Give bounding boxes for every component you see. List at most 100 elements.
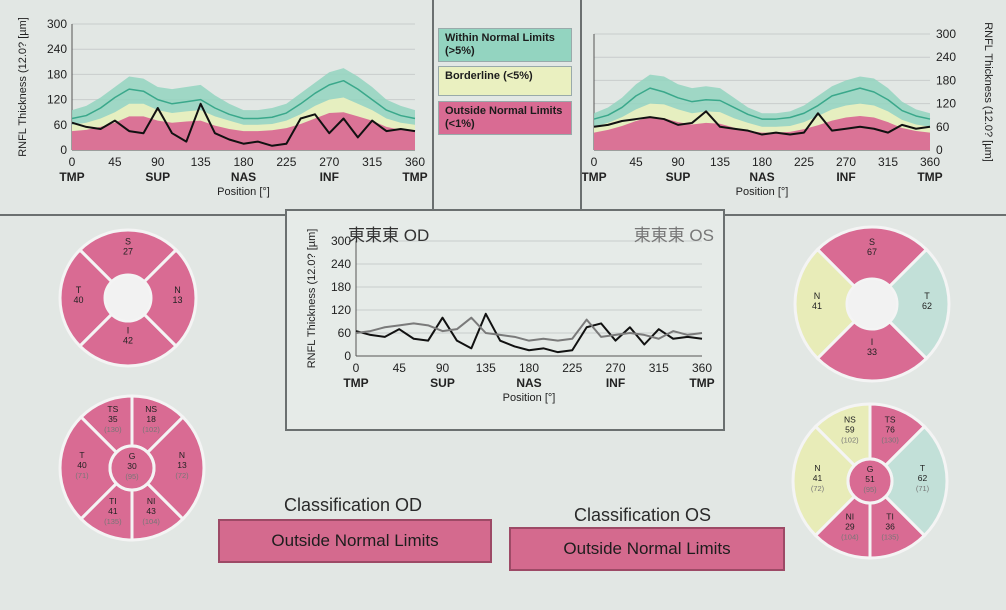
sector-value-n: 41: [813, 473, 823, 483]
sector-label-s: S: [869, 237, 875, 247]
series-line-norm: [593, 87, 931, 120]
region-label: SUP: [430, 376, 455, 390]
x-tick-label: 90: [151, 155, 165, 169]
sector-reference-ni: (104): [841, 533, 859, 542]
optic-disc-center: [846, 278, 898, 330]
y-tick-label: 60: [338, 326, 352, 340]
x-axis-label: Position [°]: [503, 392, 556, 404]
x-tick-label: 45: [629, 155, 643, 169]
x-tick-label: 180: [752, 155, 772, 169]
sector-label-ts: TS: [107, 404, 118, 414]
sector-label-t: T: [920, 463, 925, 473]
sector-label-i: I: [871, 337, 874, 347]
os-rnfl-graph-panel: 0 60 120 180 240 300 0 45 90 135 180 225 270 315 360 TM…: [580, 0, 1006, 216]
x-tick-label: 315: [362, 155, 382, 169]
sector-reference-ti: (135): [104, 517, 122, 526]
region-label: TMP: [402, 170, 427, 184]
sector-value-t: 62: [918, 473, 928, 483]
series-line-norm: [71, 79, 416, 120]
region-label: SUP: [666, 170, 691, 184]
x-tick-label: 0: [591, 155, 598, 169]
x-tick-label: 360: [692, 361, 712, 375]
classification-os-value: Outside Normal Limits: [509, 527, 785, 571]
region-label: TMP: [59, 170, 84, 184]
y-tick-label: 120: [936, 97, 956, 111]
sector-value-n: 41: [812, 301, 822, 311]
region-label: NAS: [516, 376, 541, 390]
classification-od-value: Outside Normal Limits: [218, 519, 492, 563]
sector-value-n: 13: [172, 295, 182, 305]
y-tick-label: 180: [331, 280, 351, 294]
combined-title-os: 東東東 OS: [634, 226, 714, 245]
band-area-2: [72, 112, 415, 150]
x-tick-label: 90: [436, 361, 450, 375]
sector-value-ti: 36: [885, 522, 895, 532]
sector-value-t: 62: [922, 301, 932, 311]
sector-reference-n: (72): [811, 484, 825, 493]
sector-value-ni: 29: [845, 522, 855, 532]
sector-value-ns: 18: [146, 414, 156, 424]
x-tick-label: 225: [276, 155, 296, 169]
sector-value-s: 67: [867, 247, 877, 257]
region-label: NAS: [749, 170, 774, 184]
sector-label-t: T: [76, 285, 82, 295]
x-tick-label: 225: [794, 155, 814, 169]
sector-label-ns: NS: [844, 414, 856, 424]
x-tick-label: 315: [878, 155, 898, 169]
series-line-od: [71, 102, 416, 147]
sector-value-i: 42: [123, 336, 133, 346]
sector-label-ts: TS: [885, 414, 896, 424]
od-quadrant-diagram: S27 T40 I42 N13: [58, 228, 198, 368]
x-tick-label: 45: [108, 155, 122, 169]
y-tick-label: 0: [60, 143, 67, 157]
y-axis-label: RNFL Thickness (12.0? [µm]: [982, 22, 994, 162]
y-tick-label: 180: [936, 73, 956, 87]
y-tick-label: 0: [344, 349, 351, 363]
y-tick-label: 60: [936, 120, 950, 134]
legend-borderline: Borderline (<5%): [438, 66, 572, 96]
sector-g: [846, 457, 894, 505]
x-tick-label: 135: [476, 361, 496, 375]
y-tick-label: 240: [331, 257, 351, 271]
sector-reference-n: (72): [175, 471, 189, 480]
y-axis-label: RNFL Thickness (12.0? [µm]: [17, 17, 29, 157]
sector-g: [108, 444, 156, 492]
sector-label-t: T: [79, 450, 84, 460]
sector-value-i: 33: [867, 347, 877, 357]
sector-label-n: N: [814, 463, 820, 473]
series-line-os: [593, 110, 931, 136]
sector-label-g: G: [129, 451, 136, 461]
sector-label-n: N: [174, 285, 181, 295]
sector-value-s: 27: [123, 247, 133, 257]
x-tick-label: 270: [836, 155, 856, 169]
sector-value-g: 51: [865, 474, 875, 484]
y-tick-label: 300: [47, 17, 67, 31]
x-tick-label: 360: [920, 155, 940, 169]
x-tick-label: 135: [710, 155, 730, 169]
x-tick-label: 45: [393, 361, 407, 375]
y-tick-label: 120: [47, 93, 67, 107]
series-line-os: [355, 316, 703, 342]
y-tick-label: 240: [936, 50, 956, 64]
sector-value-ts: 76: [885, 424, 895, 434]
sector-reference-t: (71): [916, 484, 930, 493]
y-axis-label: RNFL Thickness (12.0? [µm]: [306, 229, 318, 369]
sector-label-ni: NI: [846, 512, 855, 522]
legend-outside-normal: Outside Normal Limits (<1%): [438, 101, 572, 135]
sector-reference-g: (95): [125, 472, 139, 481]
sector-label-g: G: [867, 464, 874, 474]
sector-value-g: 30: [127, 461, 137, 471]
sector-label-t: T: [924, 291, 930, 301]
x-tick-label: 180: [233, 155, 253, 169]
region-label: INF: [320, 170, 339, 184]
sector-reference-ti: (135): [881, 533, 899, 542]
region-label: TMP: [689, 376, 714, 390]
sector-value-ni: 43: [146, 506, 156, 516]
sector-value-ti: 41: [108, 506, 118, 516]
x-tick-label: 270: [605, 361, 625, 375]
y-tick-label: 300: [331, 234, 351, 248]
